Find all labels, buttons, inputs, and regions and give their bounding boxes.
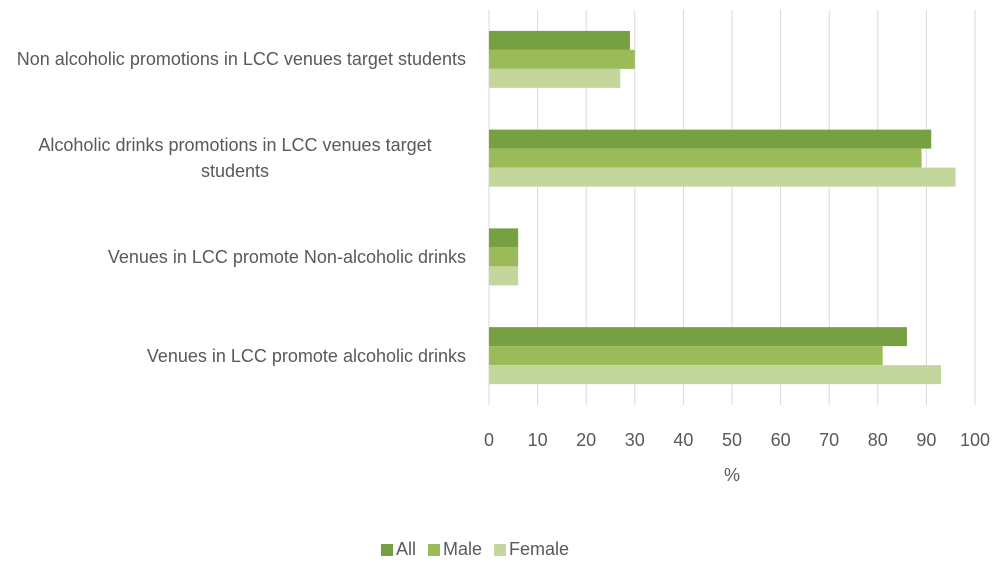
- x-tick-label: 80: [868, 430, 888, 450]
- bar: [489, 266, 519, 286]
- bar: [489, 129, 932, 149]
- bar: [489, 30, 630, 50]
- legend-swatch: [494, 544, 507, 556]
- y-tick-label: Venues in LCC promote Non-alcoholic drin…: [107, 246, 466, 267]
- bar: [489, 68, 621, 88]
- bar: [489, 167, 956, 187]
- bar: [489, 228, 519, 248]
- legend-label: Male: [443, 539, 482, 559]
- category-label-box: Venues in LCC promote alcoholic drinks: [0, 343, 466, 369]
- legend-label: All: [396, 539, 416, 559]
- category-label-box: Non alcoholic promotions in LCC venues t…: [0, 46, 466, 72]
- x-tick-label: 10: [528, 430, 548, 450]
- category-label-box: Venues in LCC promote Non-alcoholic drin…: [0, 244, 466, 270]
- category-label-box: Alcoholic drinks promotions in LCC venue…: [0, 132, 466, 184]
- x-tick-label: 30: [625, 430, 645, 450]
- legend-swatch: [428, 544, 441, 556]
- legend-swatch: [381, 544, 393, 556]
- y-tick-label: Venues in LCC promote alcoholic drinks: [146, 345, 466, 366]
- x-tick-label: 20: [576, 430, 596, 450]
- y-tick-label: Alcoholic drinks promotions in LCC venue…: [38, 135, 432, 182]
- x-tick-label: 40: [673, 430, 693, 450]
- bar: [489, 346, 883, 366]
- x-tick-label: 90: [916, 430, 936, 450]
- bar: [489, 49, 635, 69]
- x-axis-title: %: [724, 465, 740, 485]
- x-tick-label: 0: [484, 430, 494, 450]
- legend-label: Female: [509, 539, 569, 559]
- x-tick-label: 60: [771, 430, 791, 450]
- x-tick-label: 70: [819, 430, 839, 450]
- x-tick-label: 100: [960, 430, 990, 450]
- bar: [489, 247, 519, 267]
- bar: [489, 327, 907, 347]
- x-tick-label: 50: [722, 430, 742, 450]
- y-tick-label: Non alcoholic promotions in LCC venues t…: [16, 49, 466, 70]
- bar: [489, 148, 922, 168]
- bar: [489, 365, 941, 385]
